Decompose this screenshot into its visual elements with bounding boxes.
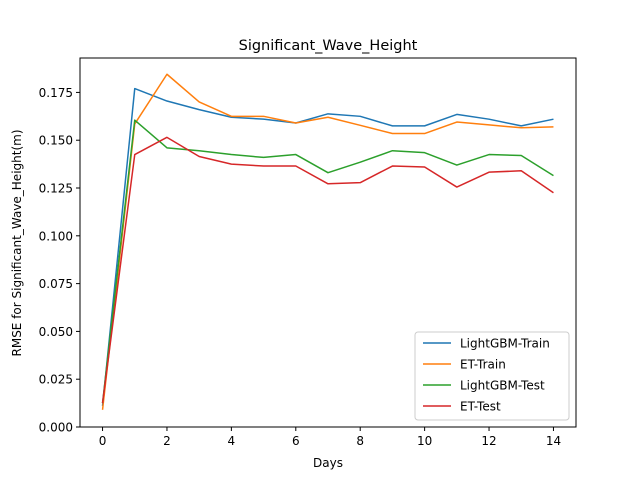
series-line-et-train <box>101 73 554 410</box>
axis-ticks: 0 2 4 6 8 10 12 14 0.000 0.025 0.050 0.075 0.100 0.12… <box>39 86 561 448</box>
chart-title: Significant_Wave_Height <box>239 38 418 54</box>
legend: LightGBM-Train ET-Train LightGBM-Test ET-Te… <box>414 331 570 421</box>
x-tick-label: 4 <box>228 434 236 448</box>
plot-frame <box>79 57 577 428</box>
series-lines <box>101 73 554 410</box>
legend-label: LightGBM-Train <box>460 337 550 351</box>
y-axis-label: RMSE for Significant_Wave_Height(m) <box>10 129 24 356</box>
x-axis-label: Days <box>313 456 343 470</box>
legend-label: ET-Test <box>460 400 501 414</box>
x-tick-label: 8 <box>356 434 364 448</box>
y-tick-label: 0.000 <box>39 421 73 435</box>
y-tick-label: 0.025 <box>39 373 73 387</box>
legend-label: LightGBM-Test <box>460 379 545 393</box>
y-tick-label: 0.150 <box>39 134 73 148</box>
series-line-et-test <box>101 136 554 404</box>
y-tick-label: 0.050 <box>39 325 73 339</box>
x-tick-label: 10 <box>417 434 432 448</box>
x-tick-label: 12 <box>481 434 496 448</box>
y-tick-label: 0.175 <box>39 86 73 100</box>
legend-label: ET-Train <box>460 358 506 372</box>
x-tick-label: 2 <box>163 434 171 448</box>
x-tick-label: 14 <box>546 434 561 448</box>
y-tick-label: 0.075 <box>39 277 73 291</box>
x-tick-label: 6 <box>292 434 300 448</box>
series-line-lightgbm-train <box>101 87 554 407</box>
x-tick-label: 0 <box>99 434 107 448</box>
y-tick-label: 0.100 <box>39 229 73 243</box>
legend-frame <box>414 331 570 421</box>
series-line-lightgbm-test <box>101 119 554 404</box>
y-tick-label: 0.125 <box>39 182 73 196</box>
